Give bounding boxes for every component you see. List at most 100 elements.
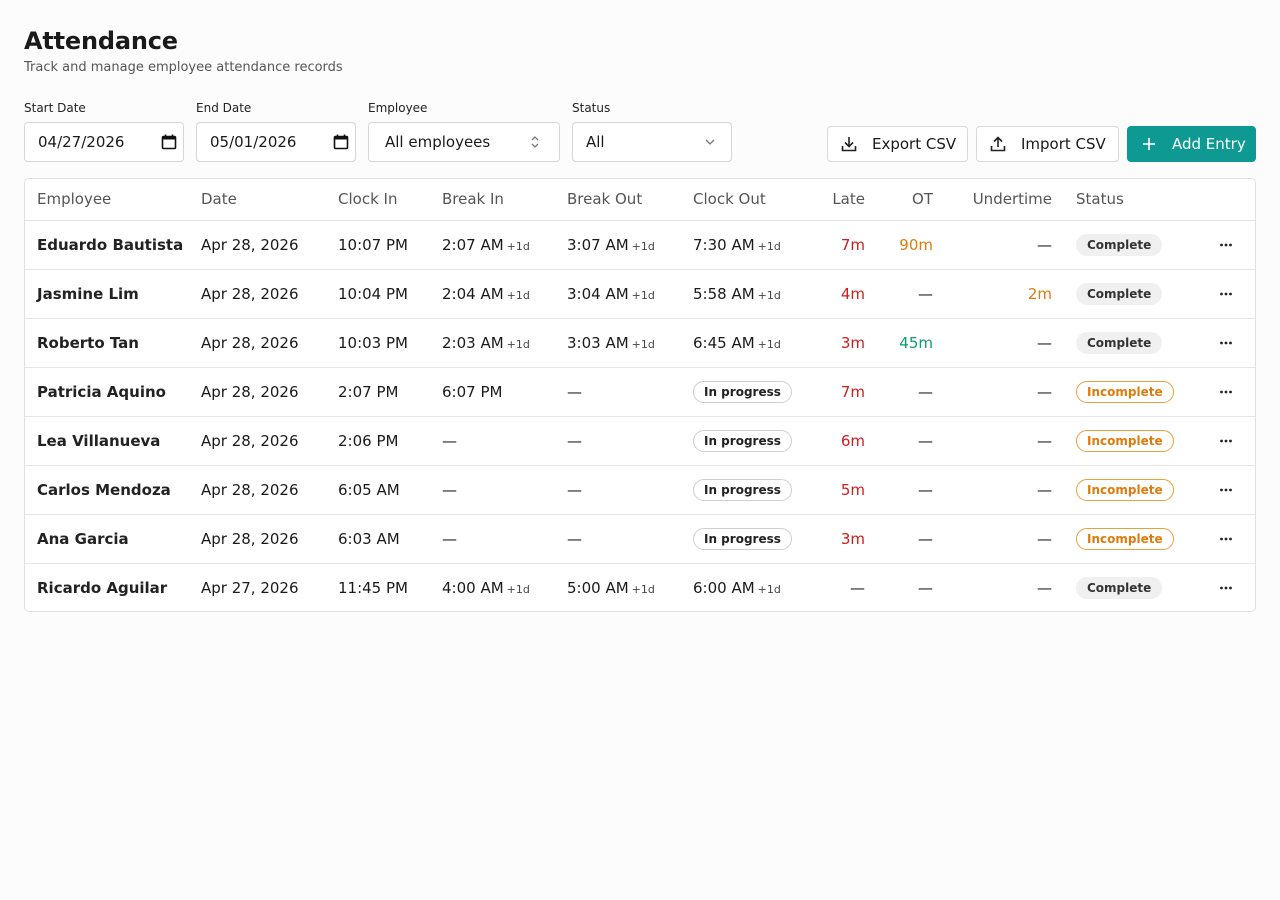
late-cell: 5m (813, 465, 865, 515)
employee-name[interactable]: Roberto Tan (25, 318, 201, 368)
status-select[interactable]: All (572, 122, 732, 162)
more-options-icon[interactable] (1219, 336, 1233, 350)
status-cell: Complete (1052, 220, 1177, 270)
table-row[interactable]: Lea Villanueva Apr 28, 2026 2:06 PM — — In pr… (25, 416, 1255, 466)
employee-name[interactable]: Ricardo Aguilar (37, 578, 168, 597)
actions-cell (1177, 514, 1255, 564)
table-row[interactable]: Jasmine Lim Apr 28, 2026 10:04 PM 2:04 AM +1… (25, 269, 1255, 319)
clock-out-cell: In progress (693, 367, 813, 417)
column-header-break-out[interactable]: Break Out (567, 179, 693, 221)
table-row[interactable]: Ricardo Aguilar Apr 27, 2026 11:45 PM 4:00 … (25, 563, 1255, 611)
in-progress-badge: In progress (693, 478, 792, 501)
column-header-undertime[interactable]: Undertime (933, 179, 1052, 221)
employee-name[interactable]: Patricia Aquino (25, 367, 201, 417)
employee-name[interactable]: Ana Garcia (25, 514, 201, 564)
clock-out-cell: In progress (693, 416, 813, 466)
column-header-late[interactable]: Late (813, 179, 865, 221)
next-day-marker: +1d (506, 337, 530, 351)
chevron-down-icon (705, 139, 715, 145)
end-date-filter: End Date 05/01/2026 (196, 100, 356, 162)
more-options-icon[interactable] (1219, 483, 1233, 497)
ot-cell: — (865, 416, 933, 466)
date-cell: Apr 28, 2026 (201, 367, 338, 417)
more-options-icon[interactable] (1219, 581, 1233, 595)
in-progress-badge: In progress (693, 429, 792, 452)
undertime-cell: — (1037, 578, 1052, 597)
more-options-icon[interactable] (1219, 385, 1233, 399)
employee-name[interactable]: Lea Villanueva (25, 416, 201, 466)
employee-select-value: All employees (385, 133, 491, 151)
undertime-cell: — (933, 465, 1052, 515)
export-csv-label: Export CSV (872, 135, 957, 153)
column-header-date[interactable]: Date (201, 179, 338, 221)
more-options-icon[interactable] (1219, 287, 1233, 301)
end-date-input[interactable]: 05/01/2026 (196, 122, 356, 162)
actions-cell (1177, 367, 1255, 417)
status-badge: Complete (1076, 576, 1163, 599)
clock-in-cell: 6:03 AM (338, 514, 442, 564)
break-in-cell: — (442, 465, 567, 515)
break-out-cell: — (567, 416, 693, 466)
in-progress-badge: In progress (693, 527, 792, 550)
break-in-value: 2:04 AM (442, 284, 504, 303)
column-header-employee[interactable]: Employee (25, 179, 201, 221)
date-cell: Apr 28, 2026 (201, 465, 338, 515)
end-date-value: 05/01/2026 (210, 133, 297, 151)
export-csv-button[interactable]: Export CSV (827, 126, 968, 162)
status-select-value: All (586, 133, 605, 151)
clock-in-cell: 10:04 PM (338, 269, 442, 319)
import-csv-button[interactable]: Import CSV (976, 126, 1119, 162)
more-options-icon[interactable] (1219, 532, 1233, 546)
add-entry-button[interactable]: Add Entry (1127, 126, 1256, 162)
more-options-icon[interactable] (1219, 434, 1233, 448)
clock-in-cell: 10:03 PM (338, 318, 442, 368)
ot-cell: — (918, 578, 933, 597)
column-header-status[interactable]: Status (1052, 179, 1177, 221)
table-row[interactable]: Patricia Aquino Apr 28, 2026 2:07 PM 6:07 P… (25, 367, 1255, 417)
date-cell: Apr 28, 2026 (201, 269, 338, 319)
column-header-clock-out[interactable]: Clock Out (693, 179, 813, 221)
clock-in-cell: 10:07 PM (338, 220, 442, 270)
next-day-marker: +1d (757, 337, 781, 351)
column-header-break-in[interactable]: Break In (442, 179, 567, 221)
clock-out-cell: 5:58 AM +1d (693, 269, 813, 319)
clock-out-cell: 7:30 AM +1d (693, 220, 813, 270)
column-header-clock-in[interactable]: Clock In (338, 179, 442, 221)
table-row[interactable]: Carlos Mendoza Apr 28, 2026 6:05 AM — — In pr… (25, 465, 1255, 515)
end-date-label: End Date (196, 101, 252, 115)
next-day-marker: +1d (631, 582, 655, 596)
break-in-cell: 2:04 AM +1d (442, 269, 567, 319)
break-in-value: 2:07 AM (442, 235, 504, 254)
plus-icon (1143, 138, 1155, 150)
late-cell: — (850, 578, 865, 597)
undertime-cell: — (933, 367, 1052, 417)
employee-select[interactable]: All employees (368, 122, 560, 162)
status-cell: Complete (1052, 318, 1177, 368)
import-csv-label: Import CSV (1021, 135, 1106, 153)
break-out-cell: — (567, 367, 693, 417)
more-options-icon[interactable] (1219, 238, 1233, 252)
table-row[interactable]: Roberto Tan Apr 28, 2026 10:03 PM 2:03 AM +1… (25, 318, 1255, 368)
column-header-ot[interactable]: OT (865, 179, 933, 221)
employee-filter: Employee All employees (368, 100, 560, 162)
next-day-marker: +1d (757, 582, 781, 596)
add-entry-label: Add Entry (1172, 135, 1246, 153)
employee-name[interactable]: Carlos Mendoza (25, 465, 201, 515)
download-icon (841, 137, 857, 152)
next-day-marker: +1d (631, 337, 655, 351)
calendar-icon[interactable] (161, 134, 177, 150)
table-row[interactable]: Ana Garcia Apr 28, 2026 6:03 AM — — In progre… (25, 514, 1255, 564)
table-body: Eduardo Bautista Apr 28, 2026 10:07 PM 2:07… (25, 220, 1255, 611)
break-out-cell: — (567, 465, 693, 515)
table-row[interactable]: Eduardo Bautista Apr 28, 2026 10:07 PM 2:07… (25, 220, 1255, 270)
actions-cell (1177, 269, 1255, 319)
employee-name[interactable]: Eduardo Bautista (25, 220, 201, 270)
start-date-input[interactable]: 04/27/2026 (24, 122, 184, 162)
break-out-value: 5:00 AM (567, 578, 629, 597)
clock-out-cell: In progress (693, 514, 813, 564)
status-cell: Complete (1052, 563, 1177, 611)
next-day-marker: +1d (757, 288, 781, 302)
employee-name[interactable]: Jasmine Lim (25, 269, 201, 319)
employee-label: Employee (368, 101, 428, 115)
calendar-icon[interactable] (333, 134, 349, 150)
